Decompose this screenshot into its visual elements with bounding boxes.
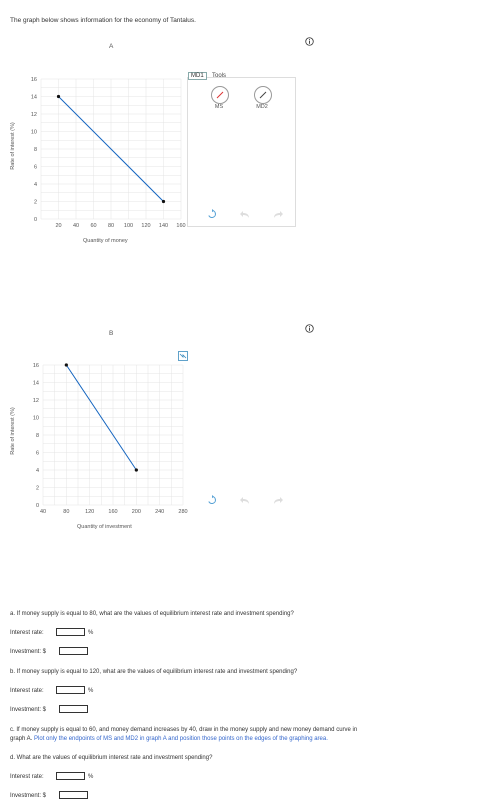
ms-tool-button[interactable] bbox=[211, 86, 229, 104]
data-point bbox=[56, 94, 61, 99]
y-tick-label: 8 bbox=[34, 147, 37, 153]
percent-unit: % bbox=[88, 630, 94, 636]
redo-icon[interactable] bbox=[273, 496, 283, 505]
y-tick-label: 10 bbox=[33, 416, 39, 422]
percent-unit: % bbox=[88, 688, 94, 694]
y-tick-label: 8 bbox=[36, 433, 39, 439]
x-tick-label: 100 bbox=[124, 223, 133, 229]
graph-b-x-axis-label: Quantity of investment bbox=[77, 524, 132, 530]
graph-a-y-axis-label: Rate of interest (%) bbox=[10, 122, 16, 170]
y-tick-label: 10 bbox=[31, 130, 37, 136]
y-tick-label: 14 bbox=[31, 95, 37, 101]
interest-rate-label: Interest rate: bbox=[10, 774, 44, 780]
series-line bbox=[58, 96, 164, 202]
question-c-line2: graph A. Plot only the endpoints of MS a… bbox=[10, 736, 328, 742]
question-d: d. What are the values of equilibrium in… bbox=[10, 755, 213, 761]
graph-b-title: B bbox=[109, 330, 114, 337]
reset-icon[interactable] bbox=[207, 495, 217, 505]
y-tick-label: 16 bbox=[31, 77, 37, 83]
info-icon[interactable] bbox=[305, 37, 314, 46]
question-b: b. If money supply is equal to 120, what… bbox=[10, 669, 298, 675]
interest-rate-label: Interest rate: bbox=[10, 630, 44, 636]
x-tick-label: 280 bbox=[178, 509, 187, 515]
y-tick-label: 0 bbox=[36, 503, 39, 509]
y-tick-label: 12 bbox=[31, 112, 37, 118]
data-point bbox=[134, 468, 138, 472]
x-tick-label: 20 bbox=[55, 223, 61, 229]
question-c-line1: c. If money supply is equal to 60, and m… bbox=[10, 727, 358, 733]
investment-input-d[interactable] bbox=[59, 791, 88, 799]
x-tick-label: 240 bbox=[155, 509, 164, 515]
reset-icon[interactable] bbox=[207, 209, 217, 219]
question-c-note: Plot only the endpoints of MS and MD2 in… bbox=[34, 736, 328, 742]
line-tool-icon bbox=[216, 91, 224, 99]
line-tool-icon bbox=[259, 91, 267, 99]
question-c-prefix: graph A. bbox=[10, 736, 33, 742]
x-tick-label: 160 bbox=[108, 509, 117, 515]
x-tick-label: 140 bbox=[159, 223, 168, 229]
x-tick-label: 40 bbox=[40, 509, 46, 515]
tools-label: Tools bbox=[212, 73, 227, 79]
investment-input-a[interactable] bbox=[59, 647, 88, 655]
x-tick-label: 80 bbox=[108, 223, 114, 229]
y-tick-label: 6 bbox=[36, 451, 39, 457]
undo-icon[interactable] bbox=[240, 210, 250, 219]
undo-icon[interactable] bbox=[240, 496, 250, 505]
data-point bbox=[64, 363, 68, 367]
investment-label: Investment: $ bbox=[10, 707, 47, 713]
info-icon[interactable] bbox=[305, 324, 314, 333]
tools-panel bbox=[187, 77, 296, 227]
y-tick-label: 4 bbox=[36, 468, 39, 474]
graph-b-y-axis-label: Rate of interest (%) bbox=[10, 407, 16, 455]
investment-input-b[interactable] bbox=[59, 705, 88, 713]
y-tick-label: 12 bbox=[33, 398, 39, 404]
graph-a-x-axis-label: Quantity of money bbox=[83, 238, 128, 244]
md2-tool-button[interactable] bbox=[254, 86, 272, 104]
intro-text: The graph below shows information for th… bbox=[10, 17, 196, 24]
redo-icon[interactable] bbox=[273, 210, 283, 219]
interest-rate-input-a[interactable] bbox=[56, 628, 85, 636]
md1-legend-tab[interactable]: MD1 bbox=[188, 72, 207, 80]
interest-rate-input-b[interactable] bbox=[56, 686, 85, 694]
graph-b-chart[interactable]: 16 14 12 10 8 6 4 2 040 80 120 160 200 240 280 bbox=[28, 356, 193, 521]
y-tick-label: 16 bbox=[33, 363, 39, 369]
x-tick-label: 80 bbox=[63, 509, 69, 515]
interest-rate-label: Interest rate: bbox=[10, 688, 44, 694]
ms-tool-label: MS bbox=[214, 104, 224, 110]
x-tick-label: 60 bbox=[90, 223, 96, 229]
x-tick-label: 120 bbox=[141, 223, 150, 229]
y-tick-label: 6 bbox=[34, 165, 37, 171]
interest-rate-input-d[interactable] bbox=[56, 772, 85, 780]
investment-label: Investment: $ bbox=[10, 793, 47, 799]
y-tick-label: 2 bbox=[34, 200, 37, 206]
series-line bbox=[65, 364, 137, 471]
question-a: a. If money supply is equal to 80, what … bbox=[10, 611, 294, 617]
x-tick-label: 40 bbox=[73, 223, 79, 229]
y-tick-label: 2 bbox=[36, 486, 39, 492]
investment-label: Investment: $ bbox=[10, 649, 47, 655]
percent-unit: % bbox=[88, 774, 94, 780]
x-tick-label: 160 bbox=[176, 223, 185, 229]
x-tick-label: 200 bbox=[132, 509, 141, 515]
graph-b-tool-icon[interactable] bbox=[178, 351, 188, 361]
md2-tool-label: MD2 bbox=[256, 104, 268, 110]
y-tick-label: 0 bbox=[34, 217, 37, 223]
data-point bbox=[161, 199, 166, 204]
graph-a-title: A bbox=[109, 43, 114, 50]
y-tick-label: 4 bbox=[34, 182, 37, 188]
y-tick-label: 14 bbox=[33, 381, 39, 387]
x-tick-label: 120 bbox=[85, 509, 94, 515]
